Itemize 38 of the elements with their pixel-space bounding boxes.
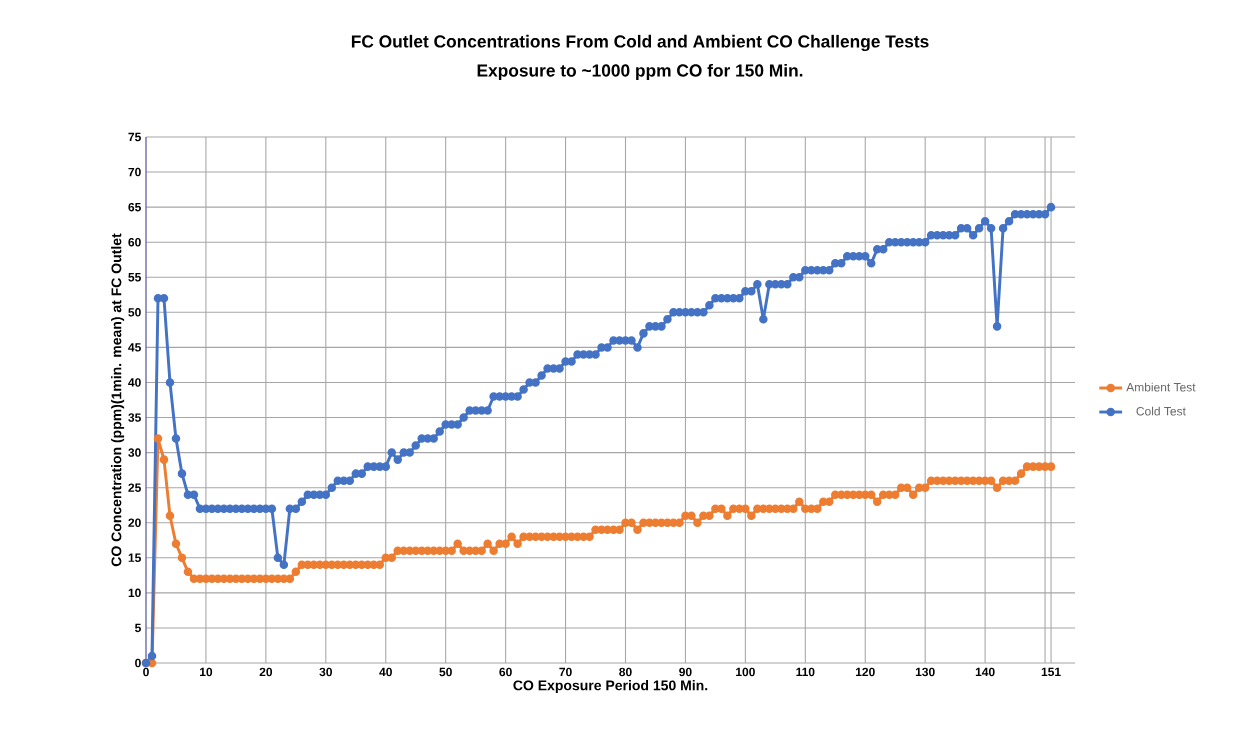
x-tick-label: 140: [975, 667, 995, 677]
y-tick-label: 35: [128, 413, 141, 422]
x-tick-label: 0: [143, 667, 149, 677]
y-tick-label: 0: [135, 658, 141, 668]
y-tick-label: 55: [128, 273, 141, 282]
chart-title: FC Outlet Concentrations From Cold and Ambient CO Challenge Tests: [351, 34, 929, 52]
y-axis-title: CO Concentration (ppm)(1min. mean) at FC Outlet: [111, 233, 125, 567]
y-tick-label: 25: [128, 483, 141, 492]
chart-subtitle: Exposure to ~1000 ppm CO for 150 Min.: [477, 63, 803, 81]
y-tick-label: 30: [128, 448, 141, 457]
x-axis-title: CO Exposure Period 150 Min.: [513, 680, 708, 694]
x-tick-label: 70: [559, 667, 572, 677]
legend-label: Cold Test: [1136, 406, 1186, 416]
x-tick-label: 110: [796, 667, 815, 677]
y-tick-label: 65: [128, 202, 141, 212]
y-tick-label: 70: [128, 167, 141, 177]
legend-label: Ambient Test: [1126, 382, 1196, 392]
y-tick-label: 15: [128, 553, 141, 562]
y-tick-label: 60: [128, 237, 141, 247]
x-tick-label: 10: [200, 667, 213, 677]
x-tick-label: 80: [619, 667, 632, 677]
y-tick-label: 50: [128, 308, 141, 317]
y-tick-label: 40: [128, 378, 141, 387]
x-tick-label: 20: [259, 667, 273, 677]
y-tick-label: 10: [128, 588, 141, 598]
x-tick-label: 40: [379, 667, 392, 677]
x-tick-label: 50: [439, 667, 452, 677]
x-tick-label: 100: [736, 667, 755, 677]
x-tick-label: 151: [1041, 667, 1061, 677]
x-tick-label: 120: [855, 667, 875, 677]
x-tick-label: 60: [499, 667, 512, 677]
x-tick-label: 90: [679, 667, 692, 677]
y-tick-label: 20: [128, 518, 141, 527]
x-tick-label: 30: [319, 667, 332, 677]
y-tick-label: 5: [134, 623, 141, 633]
x-tick-label: 130: [915, 667, 935, 677]
y-tick-label: 75: [128, 132, 141, 142]
y-tick-label: 45: [128, 343, 141, 352]
